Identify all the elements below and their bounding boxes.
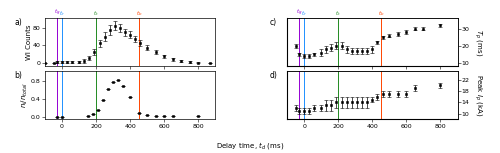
Text: b): b)	[14, 71, 22, 80]
Y-axis label: Peak $I_p$ (kA): Peak $I_p$ (kA)	[472, 74, 484, 117]
Text: $t_b$: $t_b$	[378, 9, 384, 18]
Text: c): c)	[270, 18, 277, 27]
Text: a): a)	[14, 18, 22, 27]
Text: $t_t$: $t_t$	[93, 9, 99, 18]
Text: $t_g$: $t_g$	[296, 8, 302, 18]
Text: $t_b$: $t_b$	[136, 9, 142, 18]
Y-axis label: WI Counts: WI Counts	[26, 25, 32, 60]
Y-axis label: $T_p$ (ms): $T_p$ (ms)	[472, 29, 484, 56]
Text: Delay time, $t_d$ (ms): Delay time, $t_d$ (ms)	[216, 140, 284, 151]
Text: $t_r$: $t_r$	[59, 9, 65, 18]
Text: $t_g$: $t_g$	[54, 8, 60, 18]
Y-axis label: $n_i/n_{total}$: $n_i/n_{total}$	[20, 82, 30, 108]
Text: $t_r$: $t_r$	[301, 9, 307, 18]
Text: d): d)	[270, 71, 278, 80]
Text: $t_t$: $t_t$	[336, 9, 341, 18]
